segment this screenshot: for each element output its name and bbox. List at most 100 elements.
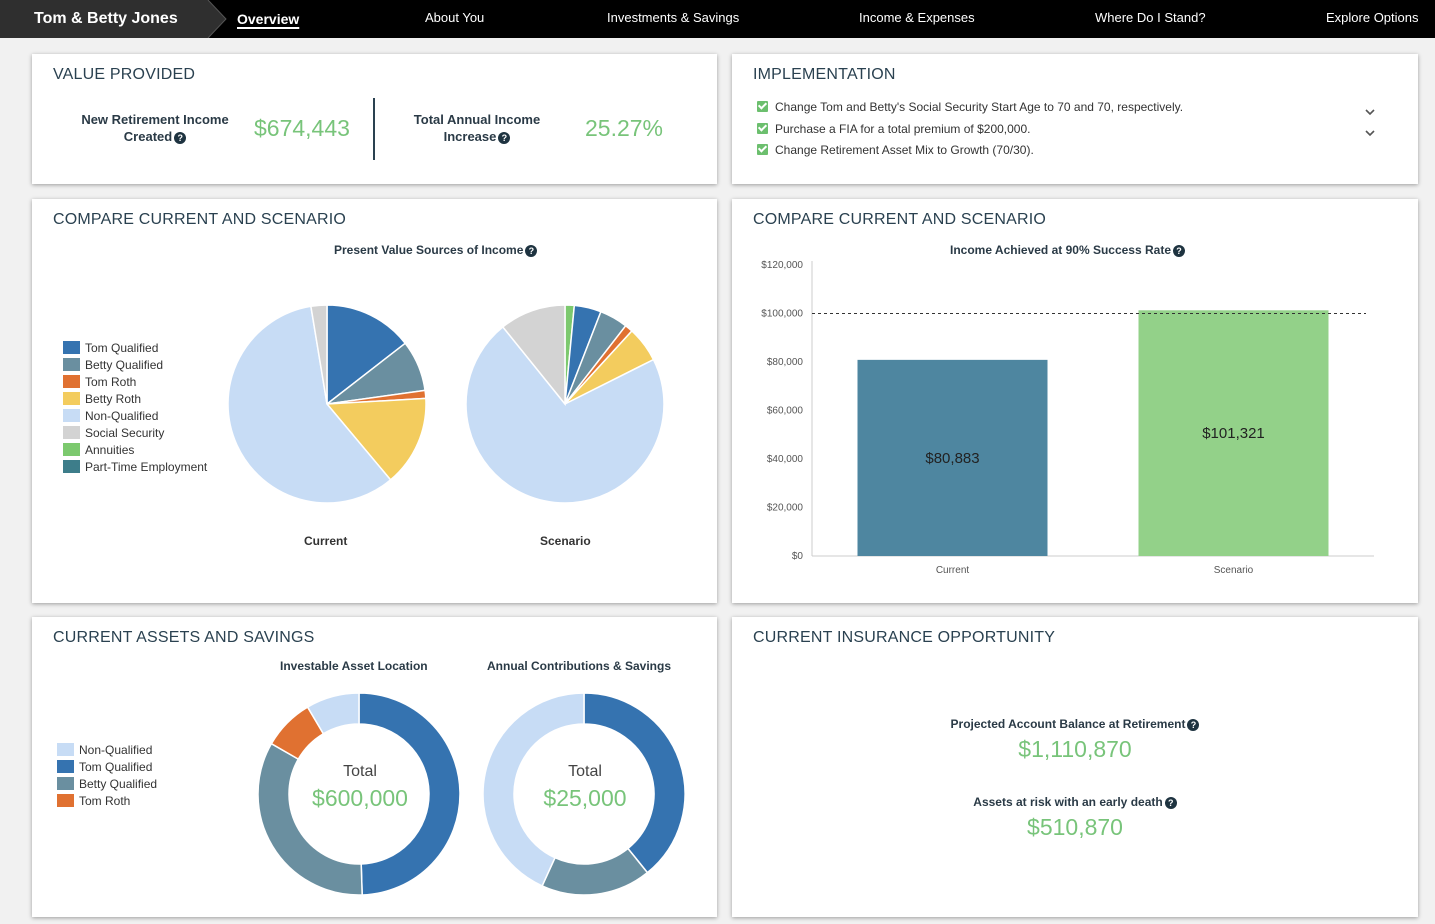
nav-where-do-i-stand[interactable]: Where Do I Stand? xyxy=(1095,10,1206,25)
nav-overview[interactable]: Overview xyxy=(237,11,300,27)
help-icon[interactable]: ? xyxy=(498,132,511,144)
insurance-title: CURRENT INSURANCE OPPORTUNITY xyxy=(753,629,1056,646)
x-tick-label: Scenario xyxy=(1214,565,1254,576)
checkbox-checked-icon[interactable] xyxy=(757,101,768,112)
balance-label: Projected Account Balance at Retirement? xyxy=(732,717,1418,731)
help-icon[interactable]: ? xyxy=(1173,245,1185,257)
legend-label: Betty Qualified xyxy=(85,358,164,372)
donut2-center: Total $25,000 xyxy=(515,763,655,812)
assets-title: CURRENT ASSETS AND SAVINGS xyxy=(53,629,315,646)
legend-label: Betty Qualified xyxy=(79,777,158,791)
balance-value: $1,110,870 xyxy=(1018,736,1132,762)
donut1-center: Total $600,000 xyxy=(290,763,430,812)
legend-item-betty-roth[interactable]: Betty Roth xyxy=(63,391,141,408)
legend-label: Tom Qualified xyxy=(79,760,153,774)
pie-slice-social-security[interactable] xyxy=(310,304,328,405)
legend-item-part-time-employment[interactable]: Part-Time Employment xyxy=(63,459,207,476)
help-icon[interactable]: ? xyxy=(525,245,538,257)
legend-label: Non-Qualified xyxy=(79,743,153,757)
pie-slice-tom-qualified[interactable] xyxy=(326,304,407,406)
bar-value-label: $80,883 xyxy=(925,450,979,467)
legend-label: Tom Roth xyxy=(85,375,137,389)
pie-scenario xyxy=(465,304,665,504)
legend-label: Non-Qualified xyxy=(85,409,159,423)
legend-item-betty-qualified[interactable]: Betty Qualified xyxy=(57,776,157,793)
help-icon[interactable]: ? xyxy=(1164,797,1177,809)
divider xyxy=(373,98,375,160)
legend-swatch xyxy=(57,794,74,807)
nav-explore-options[interactable]: Explore Options xyxy=(1326,10,1419,25)
legend-label: Tom Qualified xyxy=(85,341,159,355)
pie-slice-non-qualified[interactable] xyxy=(227,305,392,504)
client-name: Tom & Betty Jones xyxy=(34,10,178,27)
value-provided-card: VALUE PROVIDED New Retirement Income Cre… xyxy=(32,54,717,184)
insurance-card: CURRENT INSURANCE OPPORTUNITY Projected … xyxy=(732,617,1418,917)
compare-pie-card: COMPARE CURRENT AND SCENARIO Present Val… xyxy=(32,199,717,603)
donut-slice-betty-qualified[interactable] xyxy=(541,847,649,895)
donut-slice-tom-qualified[interactable] xyxy=(358,693,460,895)
donut1-total-label: Total xyxy=(343,763,377,780)
implementation-item: Purchase a FIA for a total premium of $2… xyxy=(757,122,1030,136)
pie-chart-title: Present Value Sources of Income? xyxy=(334,243,538,257)
legend-swatch xyxy=(63,392,80,405)
y-tick-label: $120,000 xyxy=(761,260,803,271)
bar-chart-title: Income Achieved at 90% Success Rate? xyxy=(950,243,1185,257)
new-income-label: New Retirement Income Created? xyxy=(81,112,229,144)
checkbox-checked-icon[interactable] xyxy=(757,123,768,134)
compare-bar-title: COMPARE CURRENT AND SCENARIO xyxy=(753,211,1047,228)
nav-income-expenses[interactable]: Income & Expenses xyxy=(859,10,975,25)
legend-label: Part-Time Employment xyxy=(85,460,208,474)
nav-investments-savings[interactable]: Investments & Savings xyxy=(607,10,740,25)
bar-chart: $120,000 $100,000 $80,000 $60,000 $40,000 $20… xyxy=(761,260,1374,576)
pie-slice-non-qualified[interactable] xyxy=(465,325,665,504)
legend-item-social-security[interactable]: Social Security xyxy=(63,425,164,442)
donut2-total-value: $25,000 xyxy=(543,785,627,811)
help-icon[interactable]: ? xyxy=(1187,719,1200,731)
y-tick-label: $60,000 xyxy=(767,406,804,417)
pie-slice-social-security[interactable] xyxy=(501,304,566,407)
x-tick-label: Current xyxy=(936,565,970,576)
legend-swatch xyxy=(63,409,80,422)
legend-item-non-qualified[interactable]: Non-Qualified xyxy=(57,742,152,759)
legend-label: Social Security xyxy=(85,426,165,440)
donut-slice-tom-qualified[interactable] xyxy=(583,693,685,874)
legend-swatch xyxy=(63,443,80,456)
legend-item-non-qualified[interactable]: Non-Qualified xyxy=(63,408,158,425)
legend-item-annuities[interactable]: Annuities xyxy=(63,442,134,459)
pie-slice-betty-roth[interactable] xyxy=(325,397,427,481)
client-tab-shape xyxy=(0,0,227,38)
contributions-title: Annual Contributions & Savings xyxy=(487,659,672,673)
y-tick-label: $80,000 xyxy=(767,357,804,368)
chevron-down-icon[interactable] xyxy=(1363,105,1377,119)
legend-swatch xyxy=(63,426,80,439)
legend-item-tom-qualified[interactable]: Tom Qualified xyxy=(57,759,152,776)
client-name-tab[interactable]: Tom & Betty Jones xyxy=(0,0,228,38)
bar-scenario[interactable] xyxy=(1138,310,1329,556)
help-icon[interactable]: ? xyxy=(174,132,187,144)
legend-swatch xyxy=(57,777,74,790)
asset-location-title: Investable Asset Location xyxy=(280,659,428,673)
donut-slice-non-qualified[interactable] xyxy=(306,693,360,735)
y-tick-label: $100,000 xyxy=(761,309,803,320)
y-tick-label: $20,000 xyxy=(767,503,804,514)
checkbox-checked-icon[interactable] xyxy=(757,144,768,155)
implementation-item: Change Retirement Asset Mix to Growth (7… xyxy=(757,143,1034,157)
annual-increase-label: Total Annual Income Increase? xyxy=(413,112,541,144)
risk-value: $510,870 xyxy=(1027,814,1123,840)
assets-card: CURRENT ASSETS AND SAVINGS Investable As… xyxy=(32,617,717,917)
y-tick-label: $0 xyxy=(792,551,804,562)
legend-item-tom-roth[interactable]: Tom Roth xyxy=(63,374,136,391)
legend-item-betty-qualified[interactable]: Betty Qualified xyxy=(63,357,163,374)
nav-about-you[interactable]: About You xyxy=(425,10,485,25)
legend-item-tom-roth[interactable]: Tom Roth xyxy=(57,793,130,810)
top-nav: Tom & Betty Jones Overview About You Inv… xyxy=(0,0,1435,38)
pie-current xyxy=(227,304,427,504)
bar-current[interactable] xyxy=(857,359,1048,556)
implementation-title: IMPLEMENTATION xyxy=(753,66,896,83)
legend-item-tom-qualified[interactable]: Tom Qualified xyxy=(63,340,158,357)
contributions-donut xyxy=(483,693,685,895)
new-income-value: $674,443 xyxy=(254,115,350,141)
donut-slice-non-qualified[interactable] xyxy=(483,693,585,887)
chevron-down-icon[interactable] xyxy=(1363,126,1377,140)
compare-pie-title: COMPARE CURRENT AND SCENARIO xyxy=(53,211,347,228)
